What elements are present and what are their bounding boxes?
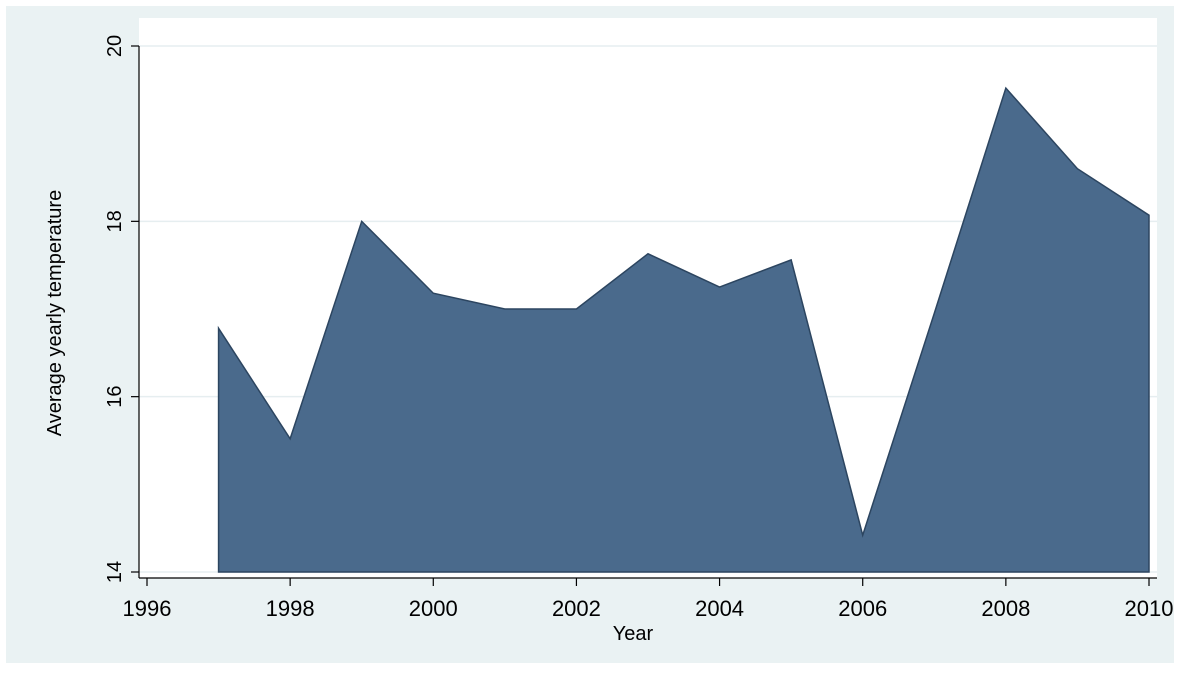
x-tick-label: 2002: [552, 596, 601, 621]
x-tick-label: 2008: [981, 596, 1030, 621]
y-tick-label: 16: [104, 386, 126, 408]
y-tick-label: 18: [104, 210, 126, 232]
x-tick-label: 1998: [266, 596, 315, 621]
x-tick-label: 2010: [1125, 596, 1174, 621]
x-tick-label: 2000: [409, 596, 458, 621]
y-tick-label: 20: [104, 35, 126, 57]
x-tick-label: 1996: [123, 596, 172, 621]
y-axis-title: Average yearly temperature: [44, 190, 66, 436]
y-tick-label: 14: [104, 561, 126, 583]
area-chart: 14 16 18 20 1996 1998 2000 2002 2004 2006 2008 2010…: [44, 18, 1173, 645]
chart-frame: 14 16 18 20 1996 1998 2000 2002 2004 2006 2008 2010…: [6, 6, 1174, 663]
x-tick-label: 2006: [838, 596, 887, 621]
area-series: [217, 86, 1150, 573]
axes: 14 16 18 20 1996 1998 2000 2002 2004 2006 2008 2010: [104, 35, 1173, 621]
x-axis-title: Year: [613, 623, 654, 645]
x-tick-label: 2004: [695, 596, 744, 621]
